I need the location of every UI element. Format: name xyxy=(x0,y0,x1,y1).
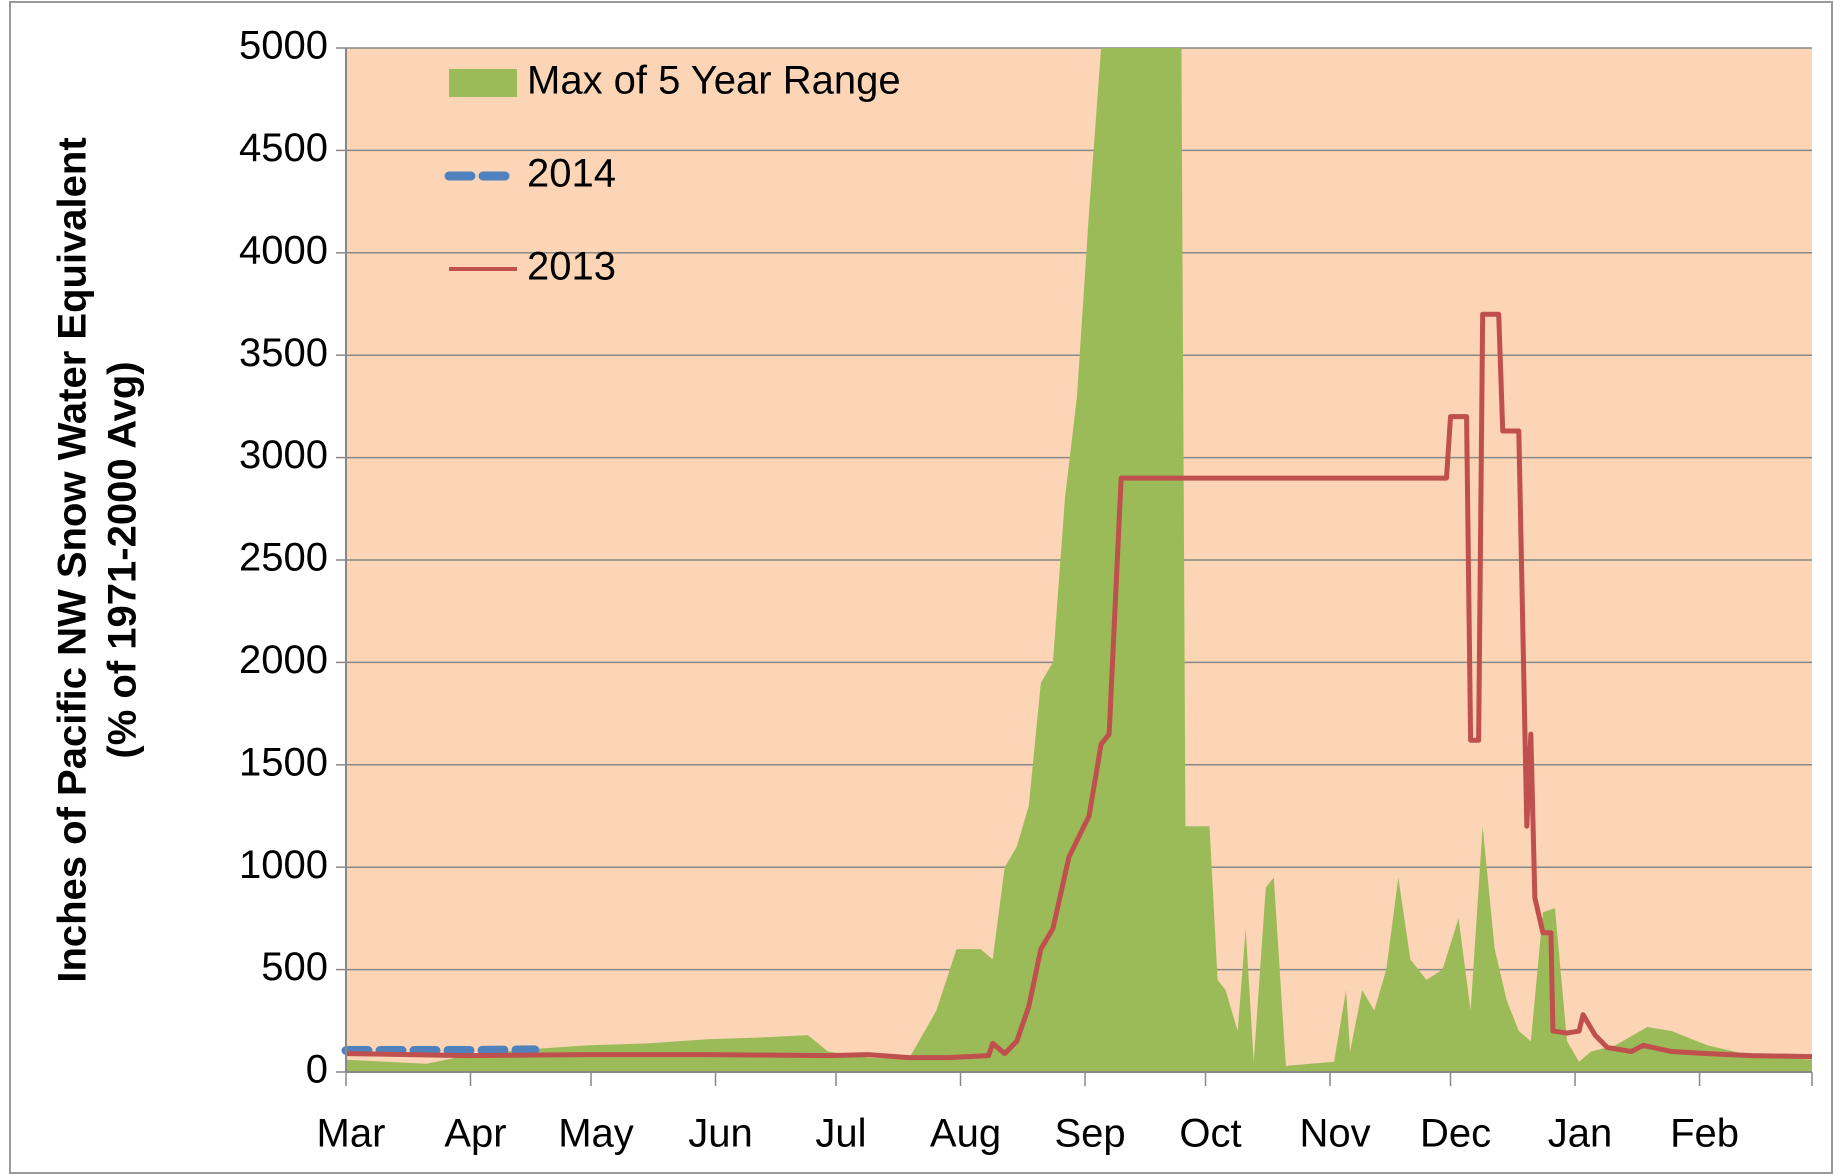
x-tick-label: Oct xyxy=(1179,1112,1241,1156)
y-tick-label: 5000 xyxy=(239,24,328,68)
x-tick-label: Jan xyxy=(1548,1112,1613,1156)
legend-label: Max of 5 Year Range xyxy=(527,59,901,103)
y-tick-label: 4000 xyxy=(239,228,328,272)
area xyxy=(346,48,1812,1072)
y-tick-label: 1500 xyxy=(239,740,328,784)
line xyxy=(341,1045,540,1055)
line xyxy=(345,311,1813,1061)
x-tick-label: Jun xyxy=(688,1112,753,1156)
y-axis-title: Inches of Pacific NW Snow Water Equivale… xyxy=(51,137,145,982)
x-tick-label: Jul xyxy=(815,1112,866,1156)
x-tick-label: Sep xyxy=(1054,1112,1125,1156)
x-tick-label: Nov xyxy=(1299,1112,1370,1156)
x-tick-label: Apr xyxy=(444,1112,506,1156)
y-tick-label: 0 xyxy=(306,1048,328,1092)
y-axis-title-line: Inches of Pacific NW Snow Water Equivale… xyxy=(51,137,95,982)
x-tick-label: Dec xyxy=(1420,1112,1491,1156)
legend-label: 2013 xyxy=(527,245,616,289)
legend-label: 2014 xyxy=(527,152,616,196)
y-tick-label: 3000 xyxy=(239,433,328,477)
y-tick-label: 2500 xyxy=(239,536,328,580)
y-tick-label: 2000 xyxy=(239,638,328,682)
y-tick-label: 4500 xyxy=(239,126,328,170)
y-axis-title-line: (% of 1971-2000 Avg) xyxy=(101,361,145,758)
legend-swatch xyxy=(449,69,517,97)
y-tick-label: 500 xyxy=(261,945,328,989)
x-tick-label: Aug xyxy=(930,1112,1001,1156)
x-tick-label: Feb xyxy=(1670,1112,1739,1156)
x-tick-label: May xyxy=(558,1112,634,1156)
x-tick-label: Mar xyxy=(317,1112,386,1156)
y-tick-label: 3500 xyxy=(239,331,328,375)
y-tick-label: 1000 xyxy=(239,843,328,887)
